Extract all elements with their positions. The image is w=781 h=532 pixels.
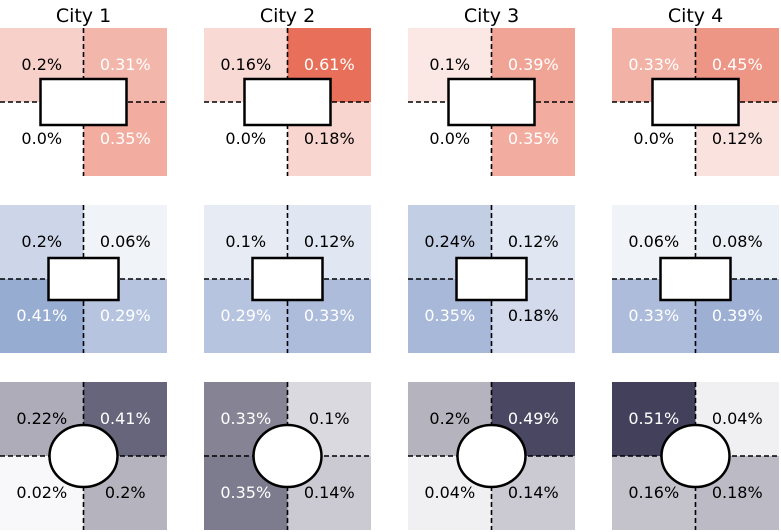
data-label-top-right: 0.39% (508, 55, 559, 74)
data-label-top-right: 0.12% (304, 232, 355, 251)
data-label-top-left: 0.16% (220, 55, 271, 74)
column-title: City 4 (668, 5, 723, 27)
column-title: City 3 (464, 5, 519, 27)
panel-blue-city-2: 0.1% 0.12% 0.29% 0.33% (204, 205, 371, 353)
panel-red-city-1: 0.2% 0.31% 0.0% 0.35% (0, 28, 167, 176)
data-label-top-right: 0.31% (100, 55, 151, 74)
panel-gray-city-2: 0.33% 0.1% 0.35% 0.14% (204, 382, 371, 530)
data-label-top-right: 0.06% (100, 232, 151, 251)
data-label-top-left: 0.22% (16, 409, 67, 428)
data-label-top-left: 0.1% (429, 55, 470, 74)
column-title: City 2 (260, 5, 315, 27)
data-label-bottom-left: 0.33% (628, 306, 679, 325)
data-label-bottom-left: 0.35% (424, 306, 475, 325)
data-label-bottom-right: 0.35% (508, 129, 559, 148)
center-ellipse (48, 423, 119, 489)
data-label-top-right: 0.45% (712, 55, 763, 74)
data-label-bottom-right: 0.14% (508, 483, 559, 502)
data-label-top-right: 0.1% (309, 409, 350, 428)
data-label-bottom-left: 0.0% (429, 129, 470, 148)
center-rectangle (651, 77, 740, 127)
data-label-top-left: 0.2% (429, 409, 470, 428)
data-label-top-left: 0.51% (628, 409, 679, 428)
data-label-top-right: 0.08% (712, 232, 763, 251)
center-rectangle (447, 77, 536, 127)
data-label-bottom-right: 0.18% (304, 129, 355, 148)
panel-blue-city-1: 0.2% 0.06% 0.41% 0.29% (0, 205, 167, 353)
data-label-bottom-left: 0.02% (16, 483, 67, 502)
data-label-bottom-left: 0.0% (225, 129, 266, 148)
data-label-top-left: 0.24% (424, 232, 475, 251)
data-label-top-left: 0.2% (21, 55, 62, 74)
data-label-top-right: 0.61% (304, 55, 355, 74)
data-label-top-right: 0.12% (508, 232, 559, 251)
panel-red-city-4: 0.33% 0.45% 0.0% 0.12% (612, 28, 779, 176)
center-ellipse (252, 423, 323, 489)
data-label-top-left: 0.1% (225, 232, 266, 251)
center-rectangle (39, 77, 128, 127)
center-ellipse (456, 423, 527, 489)
data-label-bottom-left: 0.35% (220, 483, 271, 502)
panel-gray-city-3: 0.2% 0.49% 0.04% 0.14% (408, 382, 575, 530)
data-label-bottom-left: 0.41% (16, 306, 67, 325)
data-label-bottom-left: 0.0% (21, 129, 62, 148)
panel-blue-city-4: 0.06% 0.08% 0.33% 0.39% (612, 205, 779, 353)
center-rectangle (659, 256, 732, 302)
data-label-bottom-left: 0.04% (424, 483, 475, 502)
panel-gray-city-4: 0.51% 0.04% 0.16% 0.18% (612, 382, 779, 530)
center-ellipse (660, 423, 731, 489)
data-label-top-left: 0.33% (220, 409, 271, 428)
data-label-bottom-right: 0.29% (100, 306, 151, 325)
center-rectangle (251, 256, 324, 302)
data-label-bottom-right: 0.12% (712, 129, 763, 148)
center-rectangle (455, 256, 528, 302)
data-label-bottom-right: 0.14% (304, 483, 355, 502)
data-label-top-left: 0.06% (628, 232, 679, 251)
panel-blue-city-3: 0.24% 0.12% 0.35% 0.18% (408, 205, 575, 353)
data-label-bottom-right: 0.2% (105, 483, 146, 502)
data-label-top-right: 0.04% (712, 409, 763, 428)
panel-red-city-3: 0.1% 0.39% 0.0% 0.35% (408, 28, 575, 176)
panel-red-city-2: 0.16% 0.61% 0.0% 0.18% (204, 28, 371, 176)
data-label-top-left: 0.33% (628, 55, 679, 74)
data-label-bottom-left: 0.0% (633, 129, 674, 148)
data-label-bottom-right: 0.35% (100, 129, 151, 148)
center-rectangle (243, 77, 332, 127)
data-label-top-left: 0.2% (21, 232, 62, 251)
data-label-top-right: 0.41% (100, 409, 151, 428)
data-label-bottom-left: 0.29% (220, 306, 271, 325)
panel-gray-city-1: 0.22% 0.41% 0.02% 0.2% (0, 382, 167, 530)
column-title: City 1 (56, 5, 111, 27)
data-label-bottom-right: 0.33% (304, 306, 355, 325)
data-label-bottom-right: 0.18% (508, 306, 559, 325)
data-label-bottom-right: 0.39% (712, 306, 763, 325)
center-rectangle (47, 256, 120, 302)
data-label-top-right: 0.49% (508, 409, 559, 428)
data-label-bottom-right: 0.18% (712, 483, 763, 502)
data-label-bottom-left: 0.16% (628, 483, 679, 502)
